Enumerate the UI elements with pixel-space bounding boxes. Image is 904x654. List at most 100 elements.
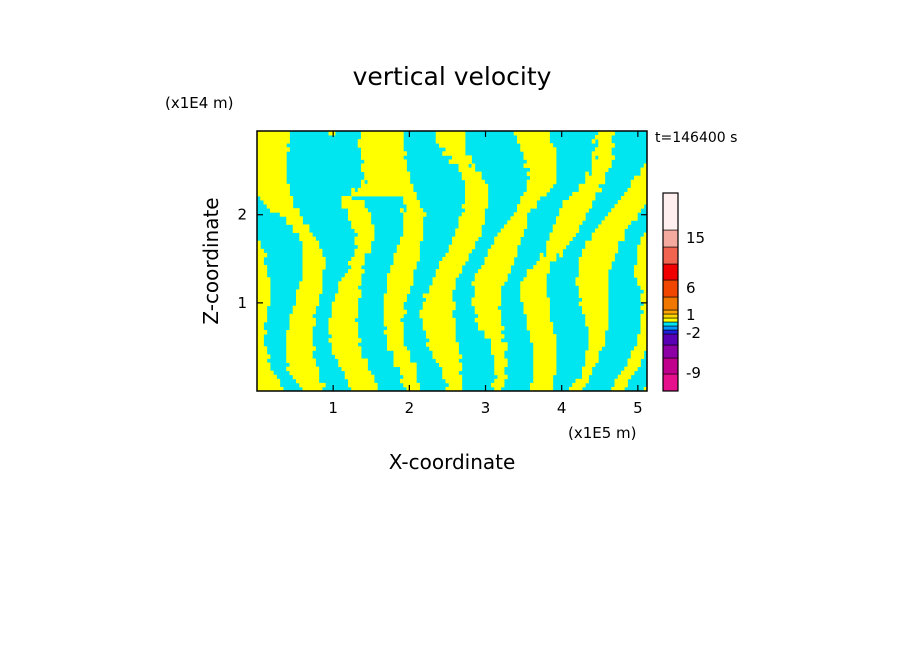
field-cell xyxy=(354,256,359,262)
field-cell xyxy=(305,232,310,238)
field-cell xyxy=(364,208,368,213)
field-cell xyxy=(263,143,268,148)
field-cell xyxy=(435,277,440,282)
field-cell xyxy=(409,374,414,380)
field-cell xyxy=(468,224,472,229)
field-cell xyxy=(400,175,404,181)
field-cell xyxy=(266,293,271,298)
field-cell xyxy=(341,297,346,303)
field-cell xyxy=(429,289,433,294)
field-cell xyxy=(377,163,381,168)
field-cell xyxy=(556,248,560,254)
field-cell xyxy=(640,277,645,282)
field-cell xyxy=(598,285,602,290)
field-cell xyxy=(305,305,310,311)
field-cell xyxy=(380,155,385,160)
field-cell xyxy=(504,269,508,274)
field-cell xyxy=(270,200,274,205)
field-cell xyxy=(315,281,320,286)
field-cell xyxy=(445,362,450,368)
field-cell xyxy=(536,350,541,355)
field-cell xyxy=(387,159,391,164)
field-cell xyxy=(491,285,495,290)
field-cell xyxy=(637,183,641,189)
field-cell xyxy=(484,334,489,339)
field-cell xyxy=(536,330,541,335)
field-cell xyxy=(458,147,463,152)
field-cell xyxy=(582,281,586,286)
field-cell xyxy=(552,228,557,233)
field-cell xyxy=(539,326,544,331)
field-cell xyxy=(283,155,287,160)
y-unit-label: (x1E4 m) xyxy=(165,94,234,112)
field-cell xyxy=(559,228,563,233)
field-cell xyxy=(396,269,401,274)
field-cell xyxy=(263,374,268,380)
field-cell xyxy=(361,378,365,384)
field-cell xyxy=(546,135,550,140)
field-cell xyxy=(591,248,596,254)
field-cell xyxy=(608,155,612,160)
field-cell xyxy=(578,187,583,193)
field-cell xyxy=(374,187,378,193)
field-cell xyxy=(530,293,534,298)
field-cell xyxy=(513,248,518,254)
field-cell xyxy=(426,293,430,298)
field-cell xyxy=(432,338,437,343)
field-cell xyxy=(552,167,557,173)
field-cell xyxy=(546,143,550,148)
field-cell xyxy=(439,321,443,327)
field-cell xyxy=(305,289,310,294)
field-cell xyxy=(458,131,463,136)
x-axis-label: X-coordinate xyxy=(389,450,516,474)
field-cell xyxy=(591,261,596,266)
field-cell xyxy=(374,191,378,197)
field-cell xyxy=(380,147,385,152)
field-cell xyxy=(507,256,511,262)
field-cell xyxy=(455,147,459,152)
field-cell xyxy=(296,362,300,368)
field-cell xyxy=(468,179,472,185)
field-cell xyxy=(432,277,437,282)
field-cell xyxy=(458,159,463,164)
field-cell xyxy=(595,135,599,140)
field-cell xyxy=(588,350,593,355)
field-cell xyxy=(400,163,404,168)
field-cell xyxy=(526,179,531,185)
field-cell xyxy=(370,147,375,152)
field-cell xyxy=(452,350,456,355)
field-cell xyxy=(461,159,466,164)
field-cell xyxy=(403,228,407,233)
field-cell xyxy=(299,326,303,331)
field-cell xyxy=(380,175,385,181)
field-cell xyxy=(526,143,531,148)
field-cell xyxy=(533,139,537,144)
field-cell xyxy=(299,362,303,368)
field-cell xyxy=(426,313,430,319)
field-cell xyxy=(500,350,505,355)
field-cell xyxy=(474,273,479,278)
field-cell xyxy=(591,338,596,343)
field-cell xyxy=(309,334,313,339)
field-cell xyxy=(296,346,300,351)
field-cell xyxy=(435,293,440,298)
field-cell xyxy=(364,236,368,242)
field-cell xyxy=(318,281,323,286)
field-cell xyxy=(354,321,359,327)
field-cell xyxy=(383,171,388,177)
field-cell xyxy=(491,305,495,311)
field-cell xyxy=(539,334,544,339)
field-cell xyxy=(543,163,547,168)
field-cell xyxy=(504,265,508,270)
field-cell xyxy=(257,386,261,392)
field-cell xyxy=(270,159,274,164)
field-cell xyxy=(442,301,446,307)
field-cell xyxy=(413,378,417,384)
field-cell xyxy=(458,269,463,274)
field-cell xyxy=(634,273,638,278)
field-cell xyxy=(634,183,638,189)
field-cell xyxy=(608,159,612,164)
field-cell xyxy=(260,256,264,262)
field-cell xyxy=(565,212,570,217)
field-cell xyxy=(286,342,290,347)
